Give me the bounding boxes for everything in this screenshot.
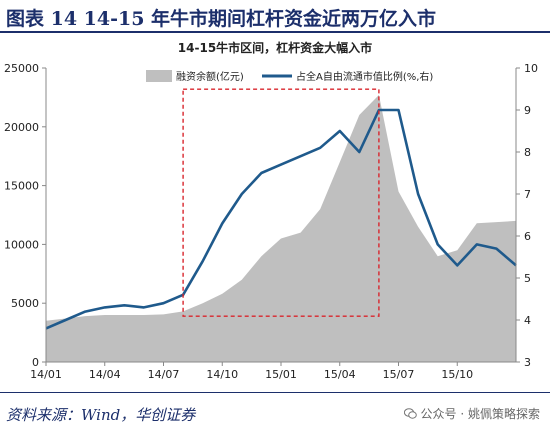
x-tick-label: 15/04 [324,368,356,381]
figure-header: 图表 14 14-15 年牛市期间杠杆资金近两万亿入市 [0,0,550,33]
watermark-text: 公众号 · 姚佩策略探索 [420,407,540,421]
annotation-box [182,88,380,317]
x-tick-label: 14/10 [206,368,238,381]
legend-label-line: 占全A自由流通市值比例(%,右) [296,70,433,83]
x-tick-label: 14/04 [89,368,121,381]
y-right-tick-label: 7 [524,188,531,201]
wechat-icon [403,408,417,419]
x-tick-label: 15/01 [265,368,297,381]
axes-group: 0 5000 10000 15000 20000 25000 3 4 5 6 7 8 9 10 14/01 1… [4,62,538,381]
x-tick-label: 15/10 [441,368,473,381]
legend-swatch-area [146,70,172,82]
y-right-tick-label: 9 [524,104,531,117]
x-tick-label: 15/07 [383,368,415,381]
y-left-tick-label: 20000 [4,121,39,134]
figure-footer: 资料来源：Wind，华创证券 公众号 · 姚佩策略探索 [0,392,550,431]
y-left-tick-label: 0 [32,356,39,369]
y-right-tick-label: 10 [524,62,538,75]
y-left-tick-label: 15000 [4,180,39,193]
y-left-tick-label: 10000 [4,238,39,251]
chart-title: 14-15牛市区间，杠杆资金大幅入市 [178,40,372,55]
watermark: 公众号 · 姚佩策略探索 [403,405,540,422]
line-series-group [45,108,517,330]
y-right-tick-label: 4 [524,314,531,327]
line-series-path [45,108,517,330]
chart-svg: 14-15牛市区间，杠杆资金大幅入市 0 5000 10000 15000 20000 2… [4,40,538,381]
x-tick-label: 14/01 [30,368,62,381]
y-right-tick-label: 3 [524,356,531,369]
source-note: 资料来源：Wind，华创证券 [6,406,196,424]
y-left-tick-label: 25000 [4,62,39,75]
y-left-tick-label: 5000 [11,297,39,310]
legend: 融资余额(亿元) 占全A自由流通市值比例(%,右) [146,70,433,83]
y-right-tick-label: 5 [524,272,531,285]
y-right-tick-label: 8 [524,146,531,159]
footer-rule [0,392,550,393]
chart-area: 14-15牛市区间，杠杆资金大幅入市 0 5000 10000 15000 20000 2… [0,34,550,386]
area-series-path [46,95,516,362]
x-tick-label: 14/07 [148,368,180,381]
y-right-tick-label: 6 [524,230,531,243]
figure-title: 图表 14 14-15 年牛市期间杠杆资金近两万亿入市 [6,8,437,30]
legend-label-area: 融资余额(亿元) [176,70,244,83]
header-rule [0,31,550,33]
annotation-box-group [182,88,380,317]
area-series-group [46,95,516,362]
